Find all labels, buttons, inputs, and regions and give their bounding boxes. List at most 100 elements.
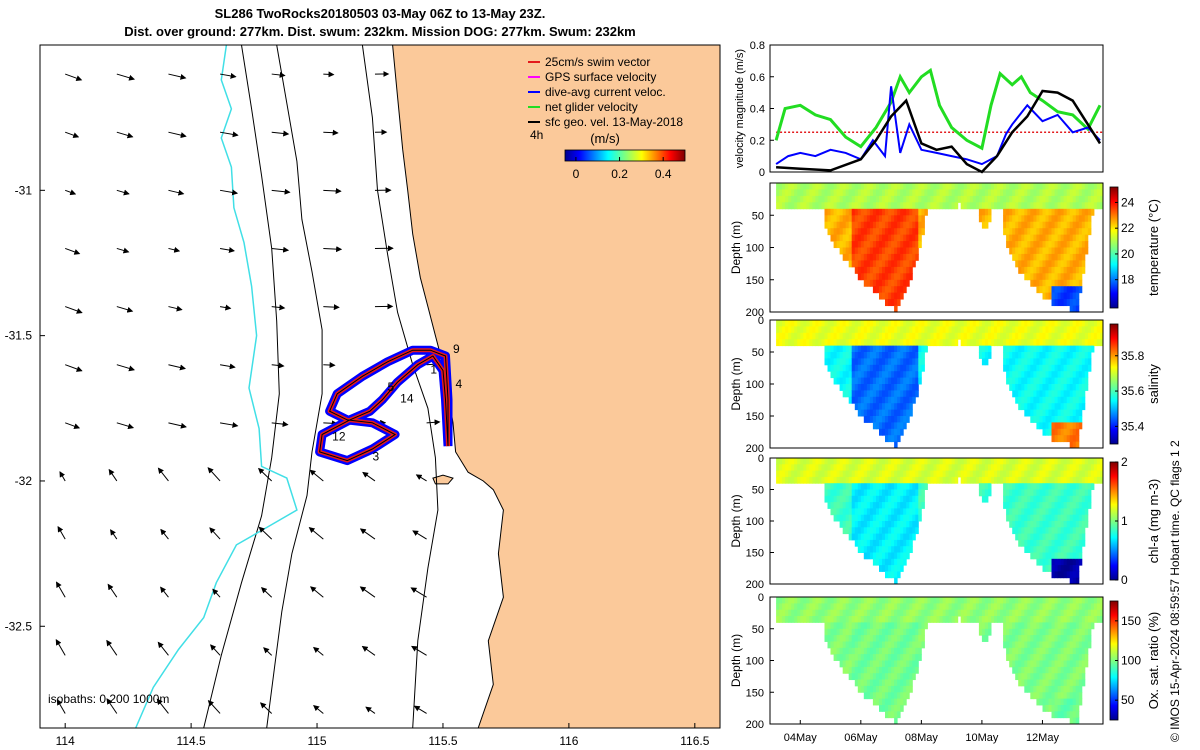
salinity-cell bbox=[872, 377, 877, 385]
temperature-cell bbox=[1039, 221, 1043, 229]
oxygen-cell bbox=[1021, 635, 1025, 642]
geo-arrow bbox=[323, 187, 342, 194]
oxygen-cell bbox=[1045, 698, 1049, 706]
oxygen-cell bbox=[869, 647, 874, 655]
oxygen-cell bbox=[824, 616, 828, 623]
chla-cell bbox=[906, 483, 910, 490]
oxygen-cell bbox=[957, 597, 962, 604]
temperature-cell bbox=[1009, 228, 1013, 236]
temperature-cell bbox=[891, 286, 895, 294]
temperature-cell bbox=[1021, 247, 1025, 255]
salinity-cell bbox=[830, 326, 834, 334]
oxygen-cell bbox=[909, 635, 913, 642]
salinity-cell bbox=[915, 345, 919, 353]
temperature-cell bbox=[885, 279, 889, 287]
oxygen-cell bbox=[921, 616, 925, 623]
chla-cell bbox=[854, 483, 859, 490]
chla-cell bbox=[1030, 508, 1034, 516]
temperature-cell bbox=[972, 195, 977, 203]
oxygen-cell bbox=[951, 597, 956, 604]
salinity-cell bbox=[830, 345, 834, 353]
temperature-cell bbox=[848, 221, 853, 229]
oxygen-cell bbox=[900, 692, 904, 700]
oxygen-cell bbox=[903, 603, 907, 611]
salinity-cell bbox=[1006, 320, 1010, 327]
salinity-cell bbox=[860, 371, 865, 379]
chla-cell bbox=[885, 489, 889, 497]
figure-subtitle: Dist. over ground: 277km. Dist. swum: 23… bbox=[124, 24, 636, 39]
chla-cell bbox=[782, 458, 786, 465]
salinity-cell bbox=[1003, 364, 1007, 372]
chla-cell bbox=[894, 558, 898, 566]
salinity-cell bbox=[921, 320, 925, 327]
salinity-cell bbox=[1036, 384, 1040, 391]
chla-cell bbox=[1054, 489, 1059, 497]
oxygen-cell bbox=[1045, 666, 1049, 674]
temperature-cell bbox=[860, 183, 865, 190]
temperature-cell bbox=[912, 221, 916, 229]
temperature-cell bbox=[1081, 208, 1086, 216]
oxygen-cell bbox=[1075, 609, 1080, 617]
temperature-cell bbox=[779, 183, 783, 190]
oxygen-cell bbox=[942, 603, 947, 611]
temperature-cell bbox=[806, 183, 810, 190]
temperature-cell bbox=[894, 234, 898, 242]
temperature-cell bbox=[869, 221, 874, 229]
salinity-cell bbox=[836, 352, 841, 359]
temperature-cell bbox=[954, 202, 959, 210]
salinity-cell bbox=[900, 364, 904, 372]
salinity-cell bbox=[1030, 403, 1034, 411]
temperature-cell bbox=[909, 273, 913, 281]
salinity-cell bbox=[1021, 339, 1025, 347]
chla-cell bbox=[845, 502, 850, 509]
salinity-cell bbox=[1066, 428, 1071, 436]
oxygen-cell bbox=[1066, 673, 1071, 681]
chla-cell bbox=[963, 476, 968, 484]
oxygen-cell bbox=[872, 660, 877, 668]
oxygen-cell bbox=[909, 666, 913, 674]
oxygen-cell bbox=[1036, 603, 1040, 611]
chla-cell bbox=[903, 552, 907, 560]
chla-cell bbox=[1048, 539, 1052, 547]
salinity-cell bbox=[1051, 384, 1055, 391]
oxygen-cell bbox=[988, 616, 992, 623]
salinity-cell bbox=[888, 364, 892, 372]
salinity-cell bbox=[1027, 352, 1031, 359]
chla-cell bbox=[897, 514, 901, 522]
salinity-cell bbox=[1039, 320, 1043, 327]
chla-cell bbox=[1018, 527, 1022, 535]
chla-cell bbox=[1015, 483, 1019, 490]
chla-cell bbox=[1036, 489, 1040, 497]
chla-cell bbox=[912, 521, 916, 528]
chla-cell bbox=[1036, 458, 1040, 465]
salinity-cell bbox=[924, 326, 928, 334]
chla-cell bbox=[830, 464, 834, 472]
chla-cell bbox=[866, 464, 871, 472]
oxygen-cell bbox=[1048, 628, 1052, 636]
salinity-cell bbox=[866, 358, 871, 366]
temperature-cell bbox=[1066, 183, 1071, 190]
chla-cell bbox=[1100, 458, 1104, 465]
oxygen-cell bbox=[1027, 673, 1031, 681]
salinity-cell bbox=[1000, 332, 1004, 340]
chla-cell bbox=[885, 508, 889, 516]
oxygen-cell bbox=[821, 603, 825, 611]
temperature-cell bbox=[915, 215, 919, 223]
temperature-cell bbox=[975, 195, 980, 203]
geo-arrow bbox=[271, 304, 286, 311]
salinity-cell bbox=[894, 409, 898, 417]
temperature-cell bbox=[1030, 215, 1034, 223]
oxygen-cell bbox=[891, 597, 895, 604]
oxygen-cell bbox=[833, 616, 838, 623]
temperature-cell bbox=[876, 253, 880, 261]
oxygen-cell bbox=[906, 660, 910, 668]
salinity-cell bbox=[876, 422, 880, 430]
salinity-cell bbox=[900, 332, 904, 340]
temperature-cell bbox=[836, 215, 841, 223]
oxygen-cell bbox=[879, 654, 883, 661]
temperature-cell bbox=[921, 221, 925, 229]
oxygen-cell bbox=[882, 679, 886, 687]
temperature-cell bbox=[851, 215, 856, 223]
chla-cell bbox=[1018, 521, 1022, 528]
temperature-cell bbox=[900, 273, 904, 281]
